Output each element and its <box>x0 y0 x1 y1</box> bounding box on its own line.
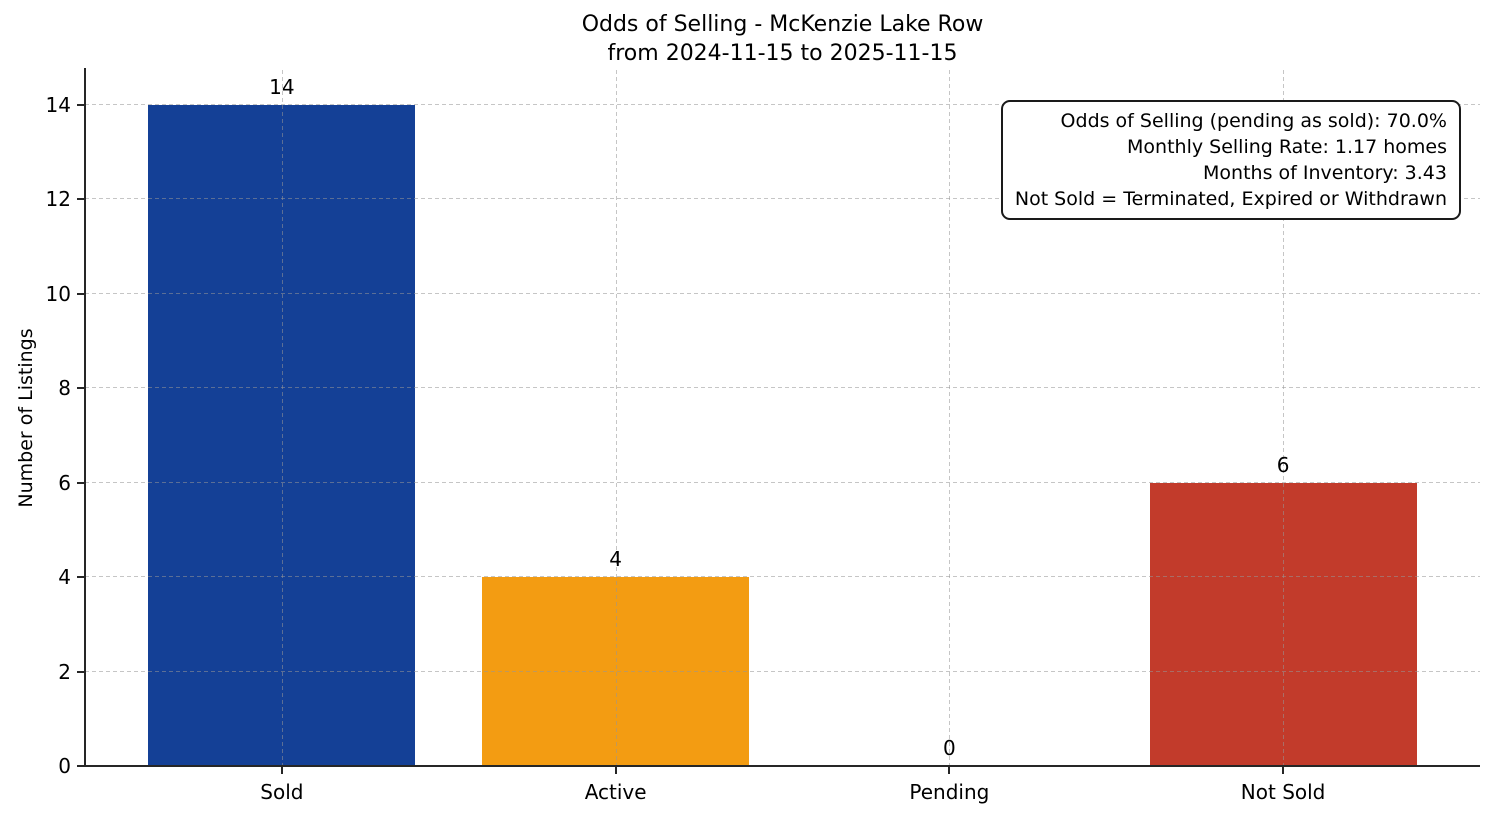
annotation-line-monthly-rate: Monthly Selling Rate: 1.17 homes <box>1127 136 1447 158</box>
y-axis-label: Number of Listings <box>15 328 37 508</box>
y-tick-label-10: 10 <box>45 281 71 306</box>
gridline-y-4 <box>85 576 1480 578</box>
x-tick-label-not-sold: Not Sold <box>1240 780 1326 804</box>
x-tick-label-pending: Pending <box>909 780 990 804</box>
y-tick-mark-14 <box>77 103 85 106</box>
y-tick-mark-2 <box>77 670 85 673</box>
gridline-y-12 <box>85 198 1480 200</box>
y-tick-mark-0 <box>77 765 85 767</box>
gridline-y-14 <box>85 103 1480 105</box>
gridline-y-8 <box>85 387 1480 389</box>
chart-title: Odds of Selling - McKenzie Lake Row from… <box>85 10 1480 68</box>
bar-value-label-not-sold: 6 <box>1276 452 1290 477</box>
gridline-x-pending <box>949 70 951 766</box>
bar-value-label-active: 4 <box>609 547 622 572</box>
gridline-y-2 <box>85 670 1480 672</box>
stats-annotation-box: Odds of Selling (pending as sold): 70.0%… <box>1000 100 1461 220</box>
gridline-x-not-sold <box>1283 70 1285 766</box>
y-tick-mark-8 <box>77 387 85 390</box>
chart-title-line2: from 2024-11-15 to 2025-11-15 <box>607 41 958 66</box>
bar-value-label-pending: 0 <box>942 736 956 760</box>
gridline-x-sold <box>281 70 283 766</box>
bottom-axis-spine <box>83 765 1480 767</box>
y-tick-mark-4 <box>77 576 85 579</box>
x-tick-mark-active <box>614 766 617 774</box>
left-axis-spine <box>84 68 86 766</box>
x-tick-mark-sold <box>280 766 283 774</box>
y-tick-label-12: 12 <box>45 187 71 212</box>
y-tick-label-8: 8 <box>58 376 71 401</box>
y-tick-label-6: 6 <box>58 470 71 495</box>
gridline-y-6 <box>85 481 1480 483</box>
bar-not-sold <box>1149 482 1417 766</box>
y-tick-mark-12 <box>77 198 85 201</box>
x-tick-label-active: Active <box>584 780 647 804</box>
x-tick-mark-not-sold <box>1282 766 1285 774</box>
x-tick-label-sold: Sold <box>260 780 304 804</box>
bar-value-label-sold: 14 <box>269 74 295 99</box>
y-tick-mark-10 <box>77 292 85 295</box>
x-tick-mark-pending <box>948 766 951 774</box>
y-tick-label-2: 2 <box>58 659 71 684</box>
y-tick-label-0: 0 <box>58 754 71 778</box>
y-tick-label-4: 4 <box>58 565 71 590</box>
plot-area: 0 2 4 6 8 10 12 14 14 Sold 4 Active 0 Pending 6 Not Sol… <box>46 68 1480 804</box>
y-tick-label-14: 14 <box>45 92 71 117</box>
annotation-line-not-sold-def: Not Sold = Terminated, Expired or Withdr… <box>1014 188 1447 210</box>
y-tick-mark-6 <box>77 481 85 484</box>
gridline-x-active <box>615 70 617 766</box>
gridline-y-10 <box>85 292 1480 294</box>
annotation-line-odds: Odds of Selling (pending as sold): 70.0% <box>1060 110 1447 132</box>
chart-title-line1: Odds of Selling - McKenzie Lake Row <box>581 12 984 37</box>
annotation-line-inventory: Months of Inventory: 3.43 <box>1203 162 1447 184</box>
